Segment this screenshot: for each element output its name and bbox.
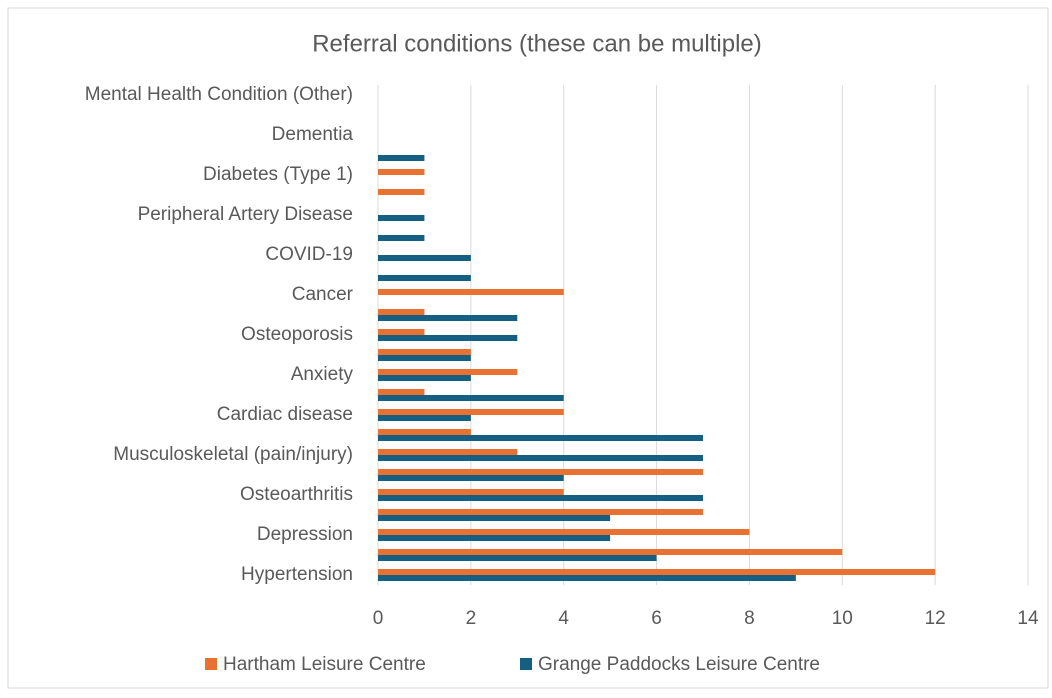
bar (378, 475, 564, 481)
bar (378, 315, 518, 321)
bar (378, 575, 796, 581)
y-tick-label: Osteoporosis (241, 324, 353, 345)
y-tick-label: Cancer (292, 284, 354, 305)
bar (378, 549, 843, 555)
bar (378, 449, 518, 455)
y-tick-label: Hypertension (241, 564, 353, 585)
bar (378, 435, 703, 441)
bar (378, 355, 471, 361)
bar (378, 455, 703, 461)
y-tick-label: Osteoarthritis (240, 484, 353, 505)
y-tick-label: Peripheral Artery Disease (138, 204, 353, 225)
bar (378, 535, 611, 541)
chart-border (7, 7, 1049, 689)
bar (378, 275, 471, 281)
bar (378, 329, 425, 335)
legend-label: Grange Paddocks Leisure Centre (538, 654, 820, 675)
bar (378, 495, 703, 501)
y-tick-label: Dementia (272, 124, 354, 145)
bar (378, 169, 425, 175)
bar (378, 215, 425, 221)
x-tick-label: 8 (744, 608, 755, 629)
bar (378, 409, 564, 415)
legend-swatch (205, 658, 217, 670)
bar (378, 489, 564, 495)
y-tick-label: Mental Health Condition (Other) (85, 84, 353, 105)
bar (378, 309, 425, 315)
bar (378, 349, 471, 355)
legend-label: Hartham Leisure Centre (223, 654, 426, 675)
bar (378, 415, 471, 421)
legend-swatch (520, 658, 532, 670)
bar (378, 509, 703, 515)
bar (378, 369, 518, 375)
bar (378, 395, 564, 401)
chart-title: Referral conditions (these can be multip… (312, 30, 762, 57)
x-tick-label: 6 (651, 608, 662, 629)
bar (378, 289, 564, 295)
y-tick-label: COVID-19 (265, 244, 353, 265)
bar (378, 555, 657, 561)
bar (378, 569, 936, 575)
bar (378, 189, 425, 195)
y-tick-label: Musculoskeletal (pain/injury) (113, 444, 353, 465)
y-tick-label: Anxiety (291, 364, 354, 385)
bar (378, 155, 425, 161)
x-tick-label: 10 (832, 608, 853, 629)
bar (378, 375, 471, 381)
y-tick-label: Diabetes (Type 1) (203, 164, 353, 185)
x-tick-label: 0 (373, 608, 384, 629)
bar (378, 255, 471, 261)
x-tick-label: 14 (1017, 608, 1039, 629)
y-tick-label: Depression (257, 524, 353, 545)
bar (378, 529, 750, 535)
x-tick-label: 4 (558, 608, 569, 629)
bar (378, 335, 518, 341)
bar (378, 515, 611, 521)
bar (378, 429, 471, 435)
bar (378, 235, 425, 241)
bar (378, 389, 425, 395)
y-tick-label: Cardiac disease (217, 404, 353, 425)
x-tick-label: 2 (466, 608, 477, 629)
x-tick-label: 12 (925, 608, 946, 629)
bar (378, 469, 703, 475)
